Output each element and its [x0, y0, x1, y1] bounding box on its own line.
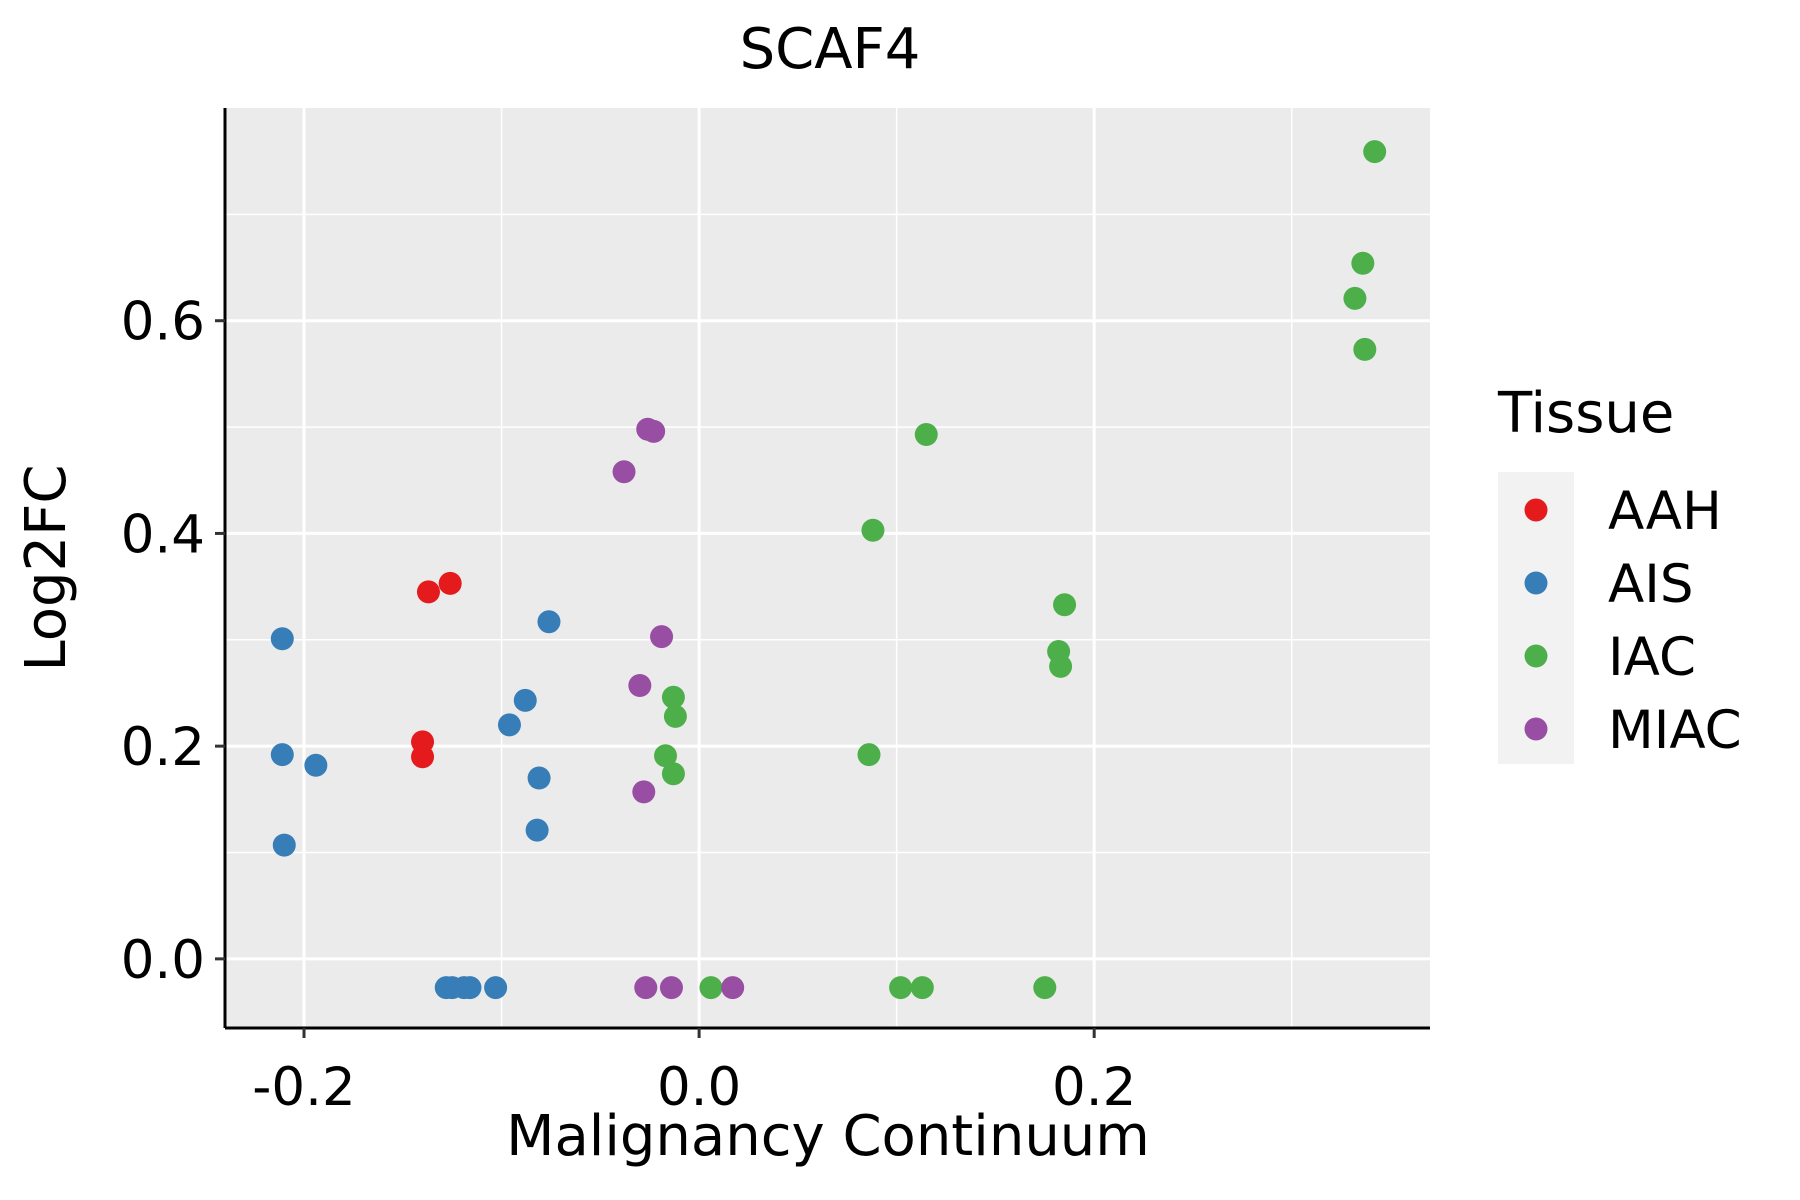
data-point-ais [270, 743, 294, 767]
data-point-iac [861, 518, 885, 542]
data-point-iac [1351, 251, 1375, 275]
y-tick-label: 0.2 [121, 717, 205, 778]
y-tick-label: 0.0 [121, 930, 205, 991]
data-point-iac [1343, 286, 1367, 310]
data-point-ais [513, 688, 537, 712]
x-tick-label: -0.2 [252, 1057, 355, 1118]
legend: Tissue AAH AIS IAC MIAC [1497, 381, 1742, 764]
data-point-iac [889, 976, 913, 1000]
data-point-ais [304, 753, 328, 777]
y-tick-label: 0.4 [121, 504, 205, 565]
x-tick-label: 0.2 [1052, 1057, 1136, 1118]
data-point-miac [642, 419, 666, 443]
data-point-ais [497, 713, 521, 737]
data-point-iac [910, 976, 934, 1000]
plot-panel [225, 108, 1430, 1028]
minor-gridlines [225, 108, 1430, 1028]
data-points [270, 140, 1387, 1000]
legend-key-aah [1524, 498, 1548, 522]
legend-label-iac: IAC [1608, 627, 1696, 688]
data-point-miac [612, 460, 636, 484]
legend-key-iac [1524, 644, 1548, 668]
data-point-iac [1353, 337, 1377, 361]
legend-label-aah: AAH [1608, 481, 1722, 542]
legend-key-miac [1524, 717, 1548, 741]
y-axis-ticks: 0.0 0.2 0.4 0.6 [121, 292, 225, 991]
data-point-iac [1033, 976, 1057, 1000]
data-point-iac [663, 704, 687, 728]
data-point-ais [458, 976, 482, 1000]
data-point-miac [721, 976, 745, 1000]
data-point-miac [634, 976, 658, 1000]
data-point-iac [1049, 654, 1073, 678]
data-point-ais [525, 818, 549, 842]
y-axis-title: Log2FC [14, 465, 79, 672]
data-point-miac [628, 674, 652, 698]
data-point-ais [527, 766, 551, 790]
data-point-iac [857, 743, 881, 767]
data-point-aah [411, 745, 435, 769]
x-tick-label: 0.0 [657, 1057, 741, 1118]
chart-title: SCAF4 [740, 17, 921, 82]
x-axis-title: Malignancy Continuum [506, 1104, 1150, 1169]
legend-items: AAH AIS IAC MIAC [1524, 481, 1742, 761]
legend-key-ais [1524, 571, 1548, 595]
data-point-ais [270, 627, 294, 651]
data-point-ais [484, 976, 508, 1000]
data-point-miac [650, 625, 674, 649]
legend-label-ais: AIS [1608, 554, 1694, 615]
data-point-iac [1053, 593, 1077, 617]
data-point-miac [659, 976, 683, 1000]
data-point-miac [632, 780, 656, 804]
x-axis-ticks: -0.2 0.0 0.2 [252, 1028, 1136, 1118]
data-point-ais [272, 833, 296, 857]
legend-label-miac: MIAC [1608, 700, 1742, 761]
data-point-iac [699, 976, 723, 1000]
data-point-aah [416, 580, 440, 604]
data-point-iac [654, 744, 678, 768]
data-point-aah [438, 571, 462, 595]
data-point-iac [914, 423, 938, 447]
legend-title: Tissue [1497, 381, 1674, 446]
y-tick-label: 0.6 [121, 292, 205, 353]
data-point-iac [1363, 140, 1387, 164]
data-point-iac [661, 685, 685, 709]
data-point-iac [661, 762, 685, 786]
data-point-ais [537, 610, 561, 634]
